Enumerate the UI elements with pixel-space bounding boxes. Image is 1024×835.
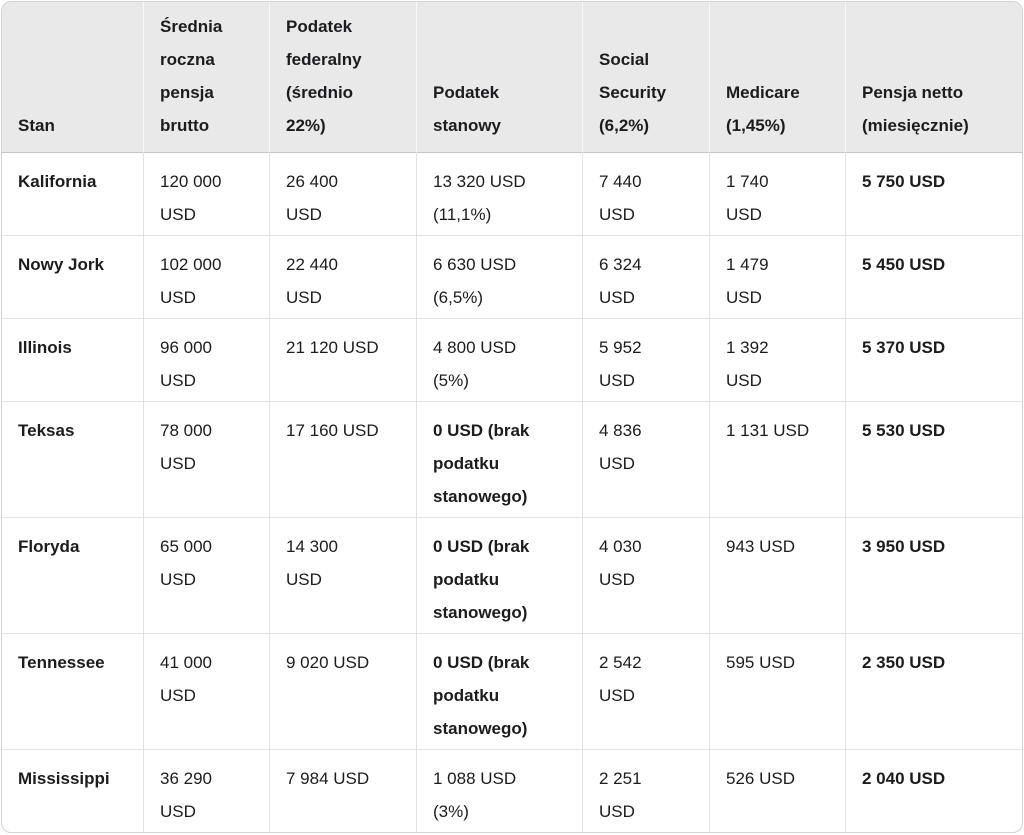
cell-social-security: 2 542 USD [583,634,710,750]
cell-social-security: 7 440 USD [583,153,710,236]
cell-gross-salary: 96 000 USD [144,319,270,402]
table-row-nowy-jork: Nowy Jork 102 000 USD 22 440 USD 6 630 U… [2,236,1022,319]
table-header: Stan Średnia roczna pensja brutto Podate… [2,2,1022,153]
cell-net-salary: 5 530 USD [846,402,1022,518]
cell-net-salary: 5 370 USD [846,319,1022,402]
cell-state-tax: 0 USD (brak podatku stanowego) [417,402,583,518]
cell-state-tax: 0 USD (brak podatku stanowego) [417,634,583,750]
cell-state: Teksas [2,402,144,518]
table-row-tennessee: Tennessee 41 000 USD 9 020 USD 0 USD (br… [2,634,1022,750]
cell-federal-tax: 26 400 USD [270,153,417,236]
cell-state-tax: 13 320 USD (11,1%) [417,153,583,236]
column-header-pensja-brutto: Średnia roczna pensja brutto [144,2,270,153]
header-row: Stan Średnia roczna pensja brutto Podate… [2,2,1022,153]
cell-state: Mississippi [2,750,144,832]
cell-state: Floryda [2,518,144,634]
cell-net-salary: 3 950 USD [846,518,1022,634]
cell-state-tax: 6 630 USD (6,5%) [417,236,583,319]
cell-state: Kalifornia [2,153,144,236]
cell-state-tax: 0 USD (brak podatku stanowego) [417,518,583,634]
cell-state-tax: 1 088 USD (3%) [417,750,583,832]
cell-medicare: 1 131 USD [710,402,846,518]
cell-state: Illinois [2,319,144,402]
cell-medicare: 1 479 USD [710,236,846,319]
column-header-podatek-federalny: Podatek federalny (średnio 22%) [270,2,417,153]
table-row-illinois: Illinois 96 000 USD 21 120 USD 4 800 USD… [2,319,1022,402]
cell-social-security: 4 030 USD [583,518,710,634]
cell-medicare: 943 USD [710,518,846,634]
cell-gross-salary: 120 000 USD [144,153,270,236]
cell-federal-tax: 7 984 USD [270,750,417,832]
cell-gross-salary: 65 000 USD [144,518,270,634]
cell-social-security: 6 324 USD [583,236,710,319]
table-row-teksas: Teksas 78 000 USD 17 160 USD 0 USD (brak… [2,402,1022,518]
cell-social-security: 4 836 USD [583,402,710,518]
cell-federal-tax: 21 120 USD [270,319,417,402]
cell-net-salary: 5 750 USD [846,153,1022,236]
cell-gross-salary: 102 000 USD [144,236,270,319]
column-header-social-security: Social Security (6,2%) [583,2,710,153]
cell-net-salary: 2 040 USD [862,769,946,788]
cell-medicare: 1 392 USD [710,319,846,402]
cell-medicare: 526 USD [710,750,846,832]
table-row-floryda: Floryda 65 000 USD 14 300 USD 0 USD (bra… [2,518,1022,634]
column-header-pensja-netto: Pensja netto (miesięcznie) [846,2,1022,153]
cell-state: Nowy Jork [2,236,144,319]
cell-federal-tax: 14 300 USD [270,518,417,634]
cell-social-security: 2 251 USD [583,750,710,832]
cell-federal-tax: 22 440 USD [270,236,417,319]
cell-medicare: 1 740 USD [710,153,846,236]
table-row-kalifornia: Kalifornia 120 000 USD 26 400 USD 13 320… [2,153,1022,236]
cell-net-salary: 2 350 USD [846,634,1022,750]
cell-gross-salary: 78 000 USD [144,402,270,518]
cell-federal-tax: 17 160 USD [270,402,417,518]
cell-state: Tennessee [2,634,144,750]
cell-federal-tax: 9 020 USD [270,634,417,750]
cell-social-security: 5 952 USD [583,319,710,402]
table-row-mississippi: Mississippi 36 290 USD 7 984 USD 1 088 U… [2,750,1022,832]
table-body: Kalifornia 120 000 USD 26 400 USD 13 320… [2,153,1022,832]
column-header-stan: Stan [2,2,144,153]
column-header-medicare: Medicare (1,45%) [710,2,846,153]
cell-medicare: 595 USD [710,634,846,750]
cell-gross-salary: 41 000 USD [144,634,270,750]
cell-gross-salary: 36 290 USD [144,750,270,832]
column-header-podatek-stanowy: Podatek stanowy [417,2,583,153]
cell-state-tax: 4 800 USD (5%) [417,319,583,402]
cell-net-salary: 5 450 USD [846,236,1022,319]
